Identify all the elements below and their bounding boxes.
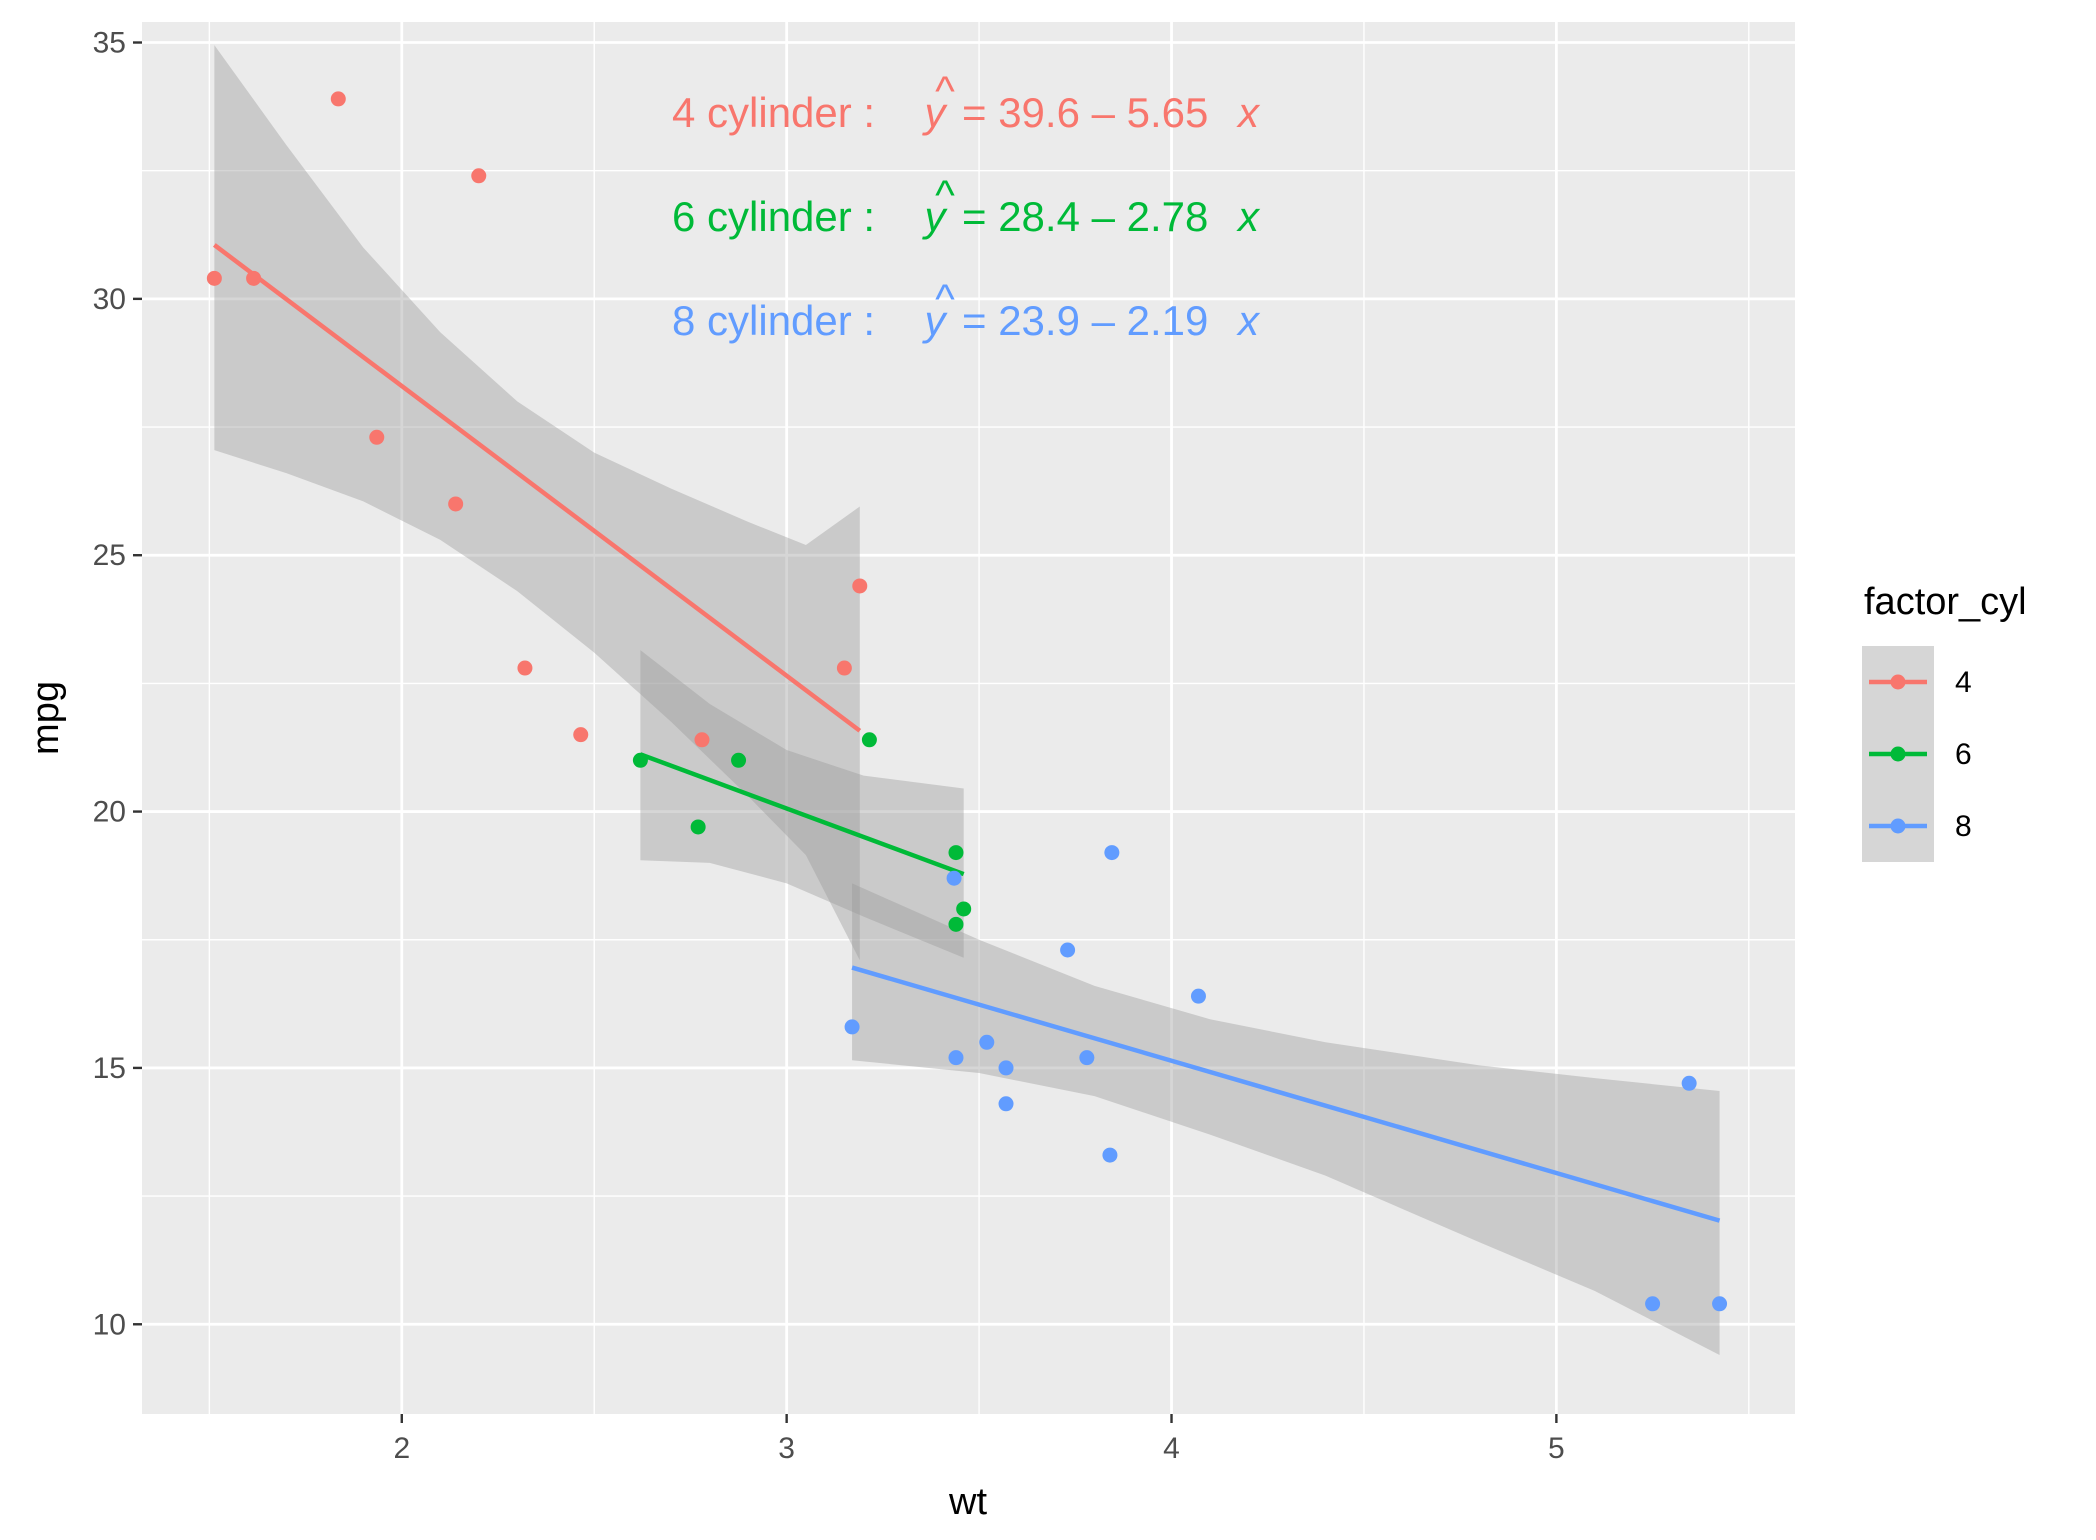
- x-axis-tick-label: 3: [778, 1432, 795, 1465]
- data-point-8: [1060, 942, 1076, 958]
- confidence-band-8: [852, 883, 1720, 1356]
- data-point-8: [1681, 1075, 1697, 1091]
- data-point-8: [998, 1060, 1014, 1076]
- legend-title: factor_cyl: [1864, 581, 2027, 623]
- data-point-4: [471, 168, 487, 184]
- regression-lines: [213, 243, 1721, 1223]
- equation-rhs: = 28.4 – 2.78: [962, 193, 1208, 240]
- data-point-6: [948, 916, 964, 932]
- legend-label-6: 6: [1955, 738, 1972, 771]
- y-axis-tick-label: 35: [93, 27, 126, 60]
- data-point-4: [517, 660, 533, 676]
- x-axis-title: wt: [948, 1481, 987, 1523]
- data-point-4: [206, 270, 222, 286]
- data-point-4: [448, 496, 464, 512]
- equation-hat: ^: [935, 67, 955, 114]
- panel-background: [142, 22, 1795, 1414]
- data-point-6: [956, 901, 972, 917]
- legend-key-point-6: [1890, 746, 1906, 762]
- major-gridlines: [142, 22, 1795, 1414]
- data-point-8: [1712, 1296, 1728, 1312]
- data-point-4: [246, 270, 262, 286]
- y-axis-tick-label: 25: [93, 539, 126, 572]
- data-point-8: [946, 870, 962, 886]
- y-axis-tick-label: 15: [93, 1052, 126, 1085]
- y-axis-tick-label: 20: [93, 796, 126, 829]
- data-point-8: [1079, 1050, 1095, 1066]
- y-axis-tick-label: 10: [93, 1308, 126, 1341]
- data-point-8: [1645, 1296, 1661, 1312]
- legend-key-point-8: [1890, 818, 1906, 834]
- legend: factor_cyl 4 6 8: [1862, 581, 2027, 862]
- equation-hat: ^: [935, 275, 955, 322]
- equation-group-label: 6 cylinder :: [672, 193, 875, 240]
- confidence-band-4: [214, 45, 860, 961]
- data-point-8: [844, 1019, 860, 1035]
- regression-equations: 4 cylinder : y^ = 39.6 – 5.65 x6 cylinder :…: [672, 67, 1261, 344]
- minor-gridlines: [142, 22, 1795, 1414]
- data-point-8: [998, 1096, 1014, 1112]
- data-point-8: [979, 1034, 995, 1050]
- data-point-8: [1102, 1147, 1118, 1163]
- y-axis-tick-label: 30: [93, 283, 126, 316]
- equation-6: 6 cylinder : y^ = 28.4 – 2.78 x: [672, 171, 1261, 240]
- data-point-4: [852, 578, 868, 594]
- confidence-bands: [214, 45, 1720, 1356]
- confidence-band-6: [640, 650, 964, 958]
- data-point-4: [573, 727, 589, 743]
- equation-8: 8 cylinder : y^ = 23.9 – 2.19 x: [672, 275, 1261, 344]
- axes: 2 3 4 5 10 15 20 25 30 35: [93, 27, 1565, 1465]
- x-axis-tick-label: 2: [393, 1432, 410, 1465]
- data-point-6: [632, 752, 648, 768]
- regression-line-6: [639, 752, 965, 877]
- data-point-8: [1190, 988, 1206, 1004]
- data-point-4: [694, 732, 710, 748]
- equation-yhat: y: [922, 193, 949, 240]
- data-point-6: [690, 819, 706, 835]
- legend-label-8: 8: [1955, 810, 1972, 843]
- x-axis-tick-label: 4: [1163, 1432, 1180, 1465]
- equation-group-label: 4 cylinder :: [672, 89, 875, 136]
- equation-rhs: = 23.9 – 2.19: [962, 297, 1208, 344]
- equation-yhat: y: [922, 297, 949, 344]
- data-point-4: [369, 429, 385, 445]
- data-point-4: [330, 91, 346, 107]
- data-point-4: [836, 660, 852, 676]
- equation-hat: ^: [935, 171, 955, 218]
- x-axis-tick-label: 5: [1548, 1432, 1565, 1465]
- data-points: [206, 91, 1728, 1312]
- equation-var: x: [1236, 297, 1261, 344]
- y-axis-title: mpg: [25, 681, 67, 755]
- data-point-8: [1104, 845, 1120, 861]
- regression-line-8: [851, 965, 1721, 1223]
- regression-line-4: [213, 243, 862, 733]
- equation-var: x: [1236, 193, 1261, 240]
- data-point-6: [948, 845, 964, 861]
- equation-var: x: [1236, 89, 1261, 136]
- legend-key-point-4: [1890, 674, 1906, 690]
- legend-label-4: 4: [1955, 666, 1972, 699]
- equation-4: 4 cylinder : y^ = 39.6 – 5.65 x: [672, 67, 1261, 136]
- data-point-6: [861, 732, 877, 748]
- data-point-8: [948, 1050, 964, 1066]
- equation-group-label: 8 cylinder :: [672, 297, 875, 344]
- equation-yhat: y: [922, 89, 949, 136]
- data-point-6: [731, 752, 747, 768]
- equation-rhs: = 39.6 – 5.65: [962, 89, 1208, 136]
